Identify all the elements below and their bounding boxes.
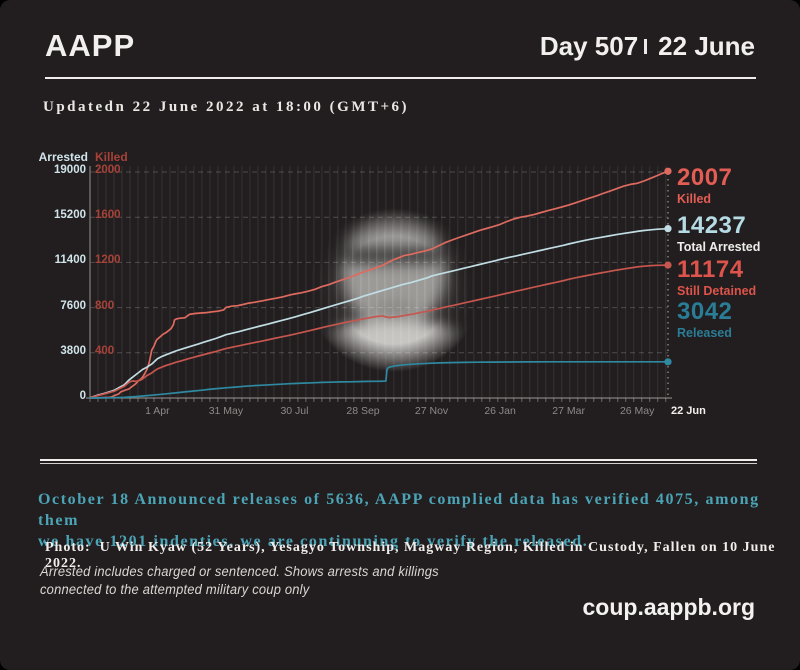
- series-endpoint-still-detained: [664, 261, 672, 269]
- gridline-overlay: [280, 182, 508, 398]
- brand-title: AAPP: [45, 28, 136, 63]
- killed-tick-label: 1600: [95, 209, 121, 222]
- killed-tick-label: 800: [95, 299, 115, 312]
- photo-caption: Photo: U Win Kyaw (52 Years), Yesagyo To…: [45, 540, 780, 571]
- series-endpoint-released: [664, 358, 672, 366]
- separator-bar: [644, 39, 648, 54]
- annotation-label: Released: [677, 326, 732, 340]
- x-tick-label: 27 Mar: [552, 405, 585, 417]
- x-tick-label: 28 Sep: [346, 405, 380, 417]
- arrested-tick-label: 11400: [54, 254, 86, 267]
- x-tick-label: 22 Jun: [671, 405, 706, 417]
- day-counter: Day 507 22 June: [540, 31, 755, 62]
- killed-axis-title: Killed: [95, 150, 128, 164]
- annotation-label: Still Detained: [677, 284, 757, 298]
- annotation-total-arrested: 14237 Total Arrested: [677, 214, 760, 254]
- killed-tick-label: 1200: [95, 254, 121, 267]
- annotation-value: 11174: [677, 256, 744, 283]
- arrested-axis-title: Arrested: [38, 150, 88, 164]
- series-endpoint-killed: [664, 167, 672, 175]
- website-url: coup.aappb.org: [582, 594, 756, 620]
- x-tick-label: 31 May: [208, 405, 244, 417]
- annotation-value: 14237: [677, 212, 747, 239]
- killed-tick-label: 2000: [95, 164, 121, 176]
- x-tick-label: 30 Jul: [280, 405, 309, 417]
- x-tick-label: 1 Apr: [145, 405, 170, 417]
- annotation-label: Total Arrested: [677, 240, 761, 254]
- header-divider: [45, 77, 756, 79]
- release-note: October 18 Announced releases of 5636, A…: [38, 491, 760, 551]
- arrested-tick-label: 7600: [60, 299, 86, 312]
- x-tick-label: 27 Nov: [414, 405, 449, 417]
- arrested-tick-label: 15200: [54, 209, 86, 222]
- x-tick-label: 26 May: [619, 405, 655, 417]
- annotation-label: Killed: [677, 192, 712, 206]
- annotation-value: 3042: [677, 298, 733, 325]
- date-label: 22 June: [658, 31, 755, 61]
- annotation-released: 3042 Released: [677, 300, 732, 340]
- victim-photo: [280, 182, 508, 410]
- arrested-tick-label: 3800: [60, 344, 86, 357]
- x-tick-label: 26 Jan: [484, 405, 516, 417]
- section-divider: [40, 459, 757, 465]
- day-label: Day 507: [539, 31, 639, 61]
- updated-timestamp: Updatedn 22 June 2022 at 18:00 (GMT+6): [43, 99, 410, 115]
- methodology-note: Arrested includes charged or sentenced. …: [40, 564, 439, 597]
- annotation-killed: 2007 Killed: [677, 166, 732, 206]
- annotation-still-detained: 11174 Still Detained: [677, 258, 756, 298]
- arrested-tick-label: 0: [79, 390, 86, 402]
- arrested-tick-label: 19000: [54, 164, 86, 176]
- annotation-value: 2007: [677, 164, 733, 191]
- series-endpoint-total-arrested: [664, 225, 672, 233]
- killed-tick-label: 400: [95, 344, 115, 357]
